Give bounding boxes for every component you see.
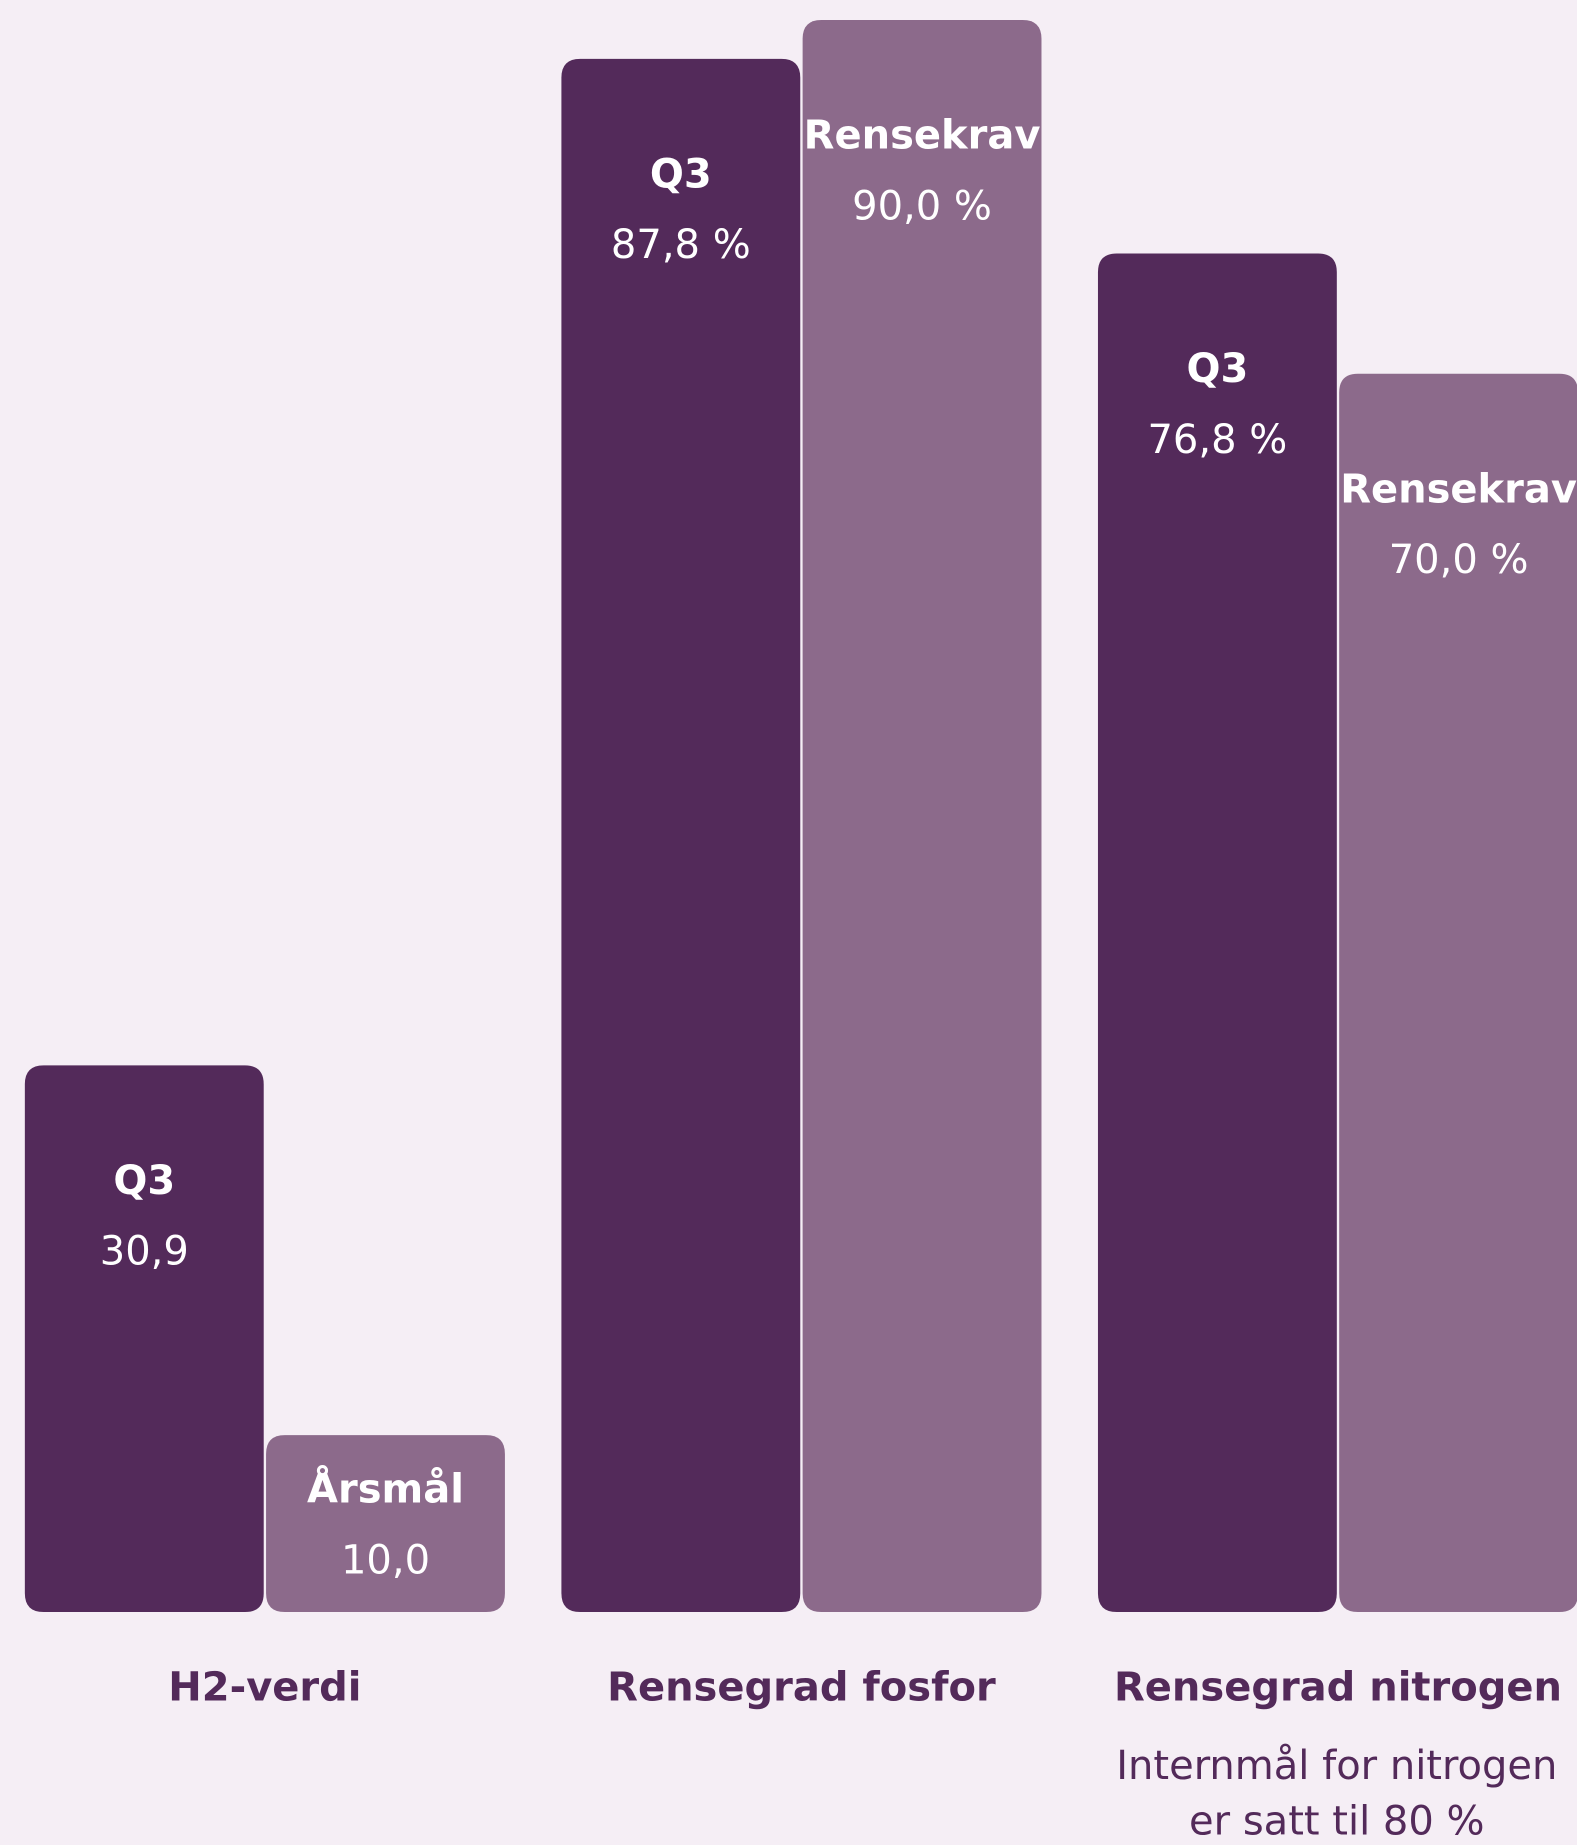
category-label: H2-verdi — [168, 1665, 361, 1711]
bar — [561, 58, 801, 1613]
bar — [266, 1435, 505, 1613]
value-label: 70,0 % — [1389, 537, 1529, 583]
category-label: Rensegrad fosfor — [607, 1665, 996, 1711]
annotation: Internmål for nitrogen er satt til 80 % — [1116, 1742, 1558, 1845]
bar-label: Q3 — [650, 152, 712, 198]
value-label: 76,8 % — [1147, 417, 1287, 463]
annotation-box: Internmål for nitrogen er satt til 80 % — [1116, 1742, 1558, 1845]
bar — [802, 20, 1042, 1613]
value-label: 30,9 — [100, 1229, 189, 1275]
bar-label: Rensekrav — [1340, 466, 1577, 512]
value-label: 87,8 % — [611, 222, 751, 268]
value-label: 10,0 — [341, 1537, 430, 1583]
value-label: 90,0 % — [852, 183, 992, 229]
bar-label: Q3 — [113, 1158, 175, 1204]
bar-label: Rensekrav — [804, 113, 1041, 159]
bar — [1339, 373, 1577, 1613]
bar-label: Årsmål — [307, 1464, 464, 1513]
category-label: Rensegrad nitrogen — [1114, 1665, 1562, 1711]
bar-label: Q3 — [1186, 346, 1248, 392]
bar — [1097, 253, 1337, 1613]
bar — [24, 1065, 264, 1613]
